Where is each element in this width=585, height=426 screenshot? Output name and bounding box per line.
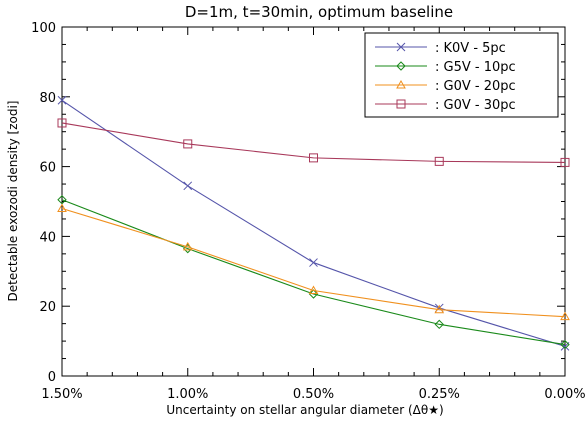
legend-label: : K0V - 5pc bbox=[435, 41, 506, 56]
legend-label: : G0V - 20pc bbox=[435, 79, 516, 94]
data-point-marker bbox=[396, 99, 406, 109]
data-point-marker bbox=[396, 42, 406, 52]
x-tick-labels: 1.50% 1.00% 0.50% 0.25% 0.00% bbox=[41, 387, 585, 402]
legend-item: : G0V - 30pc bbox=[375, 98, 516, 113]
legend-label: : G0V - 30pc bbox=[435, 98, 516, 113]
data-point-marker bbox=[560, 339, 570, 350]
data-point-marker bbox=[560, 311, 570, 321]
x-tick-label: 0.25% bbox=[419, 387, 460, 402]
data-point-marker bbox=[183, 139, 193, 149]
data-point-marker bbox=[57, 95, 67, 105]
data-point-marker bbox=[182, 241, 193, 251]
series-line bbox=[61, 122, 566, 163]
x-tick-label: 1.00% bbox=[167, 387, 208, 402]
legend-label: : G5V - 10pc bbox=[435, 60, 516, 75]
x-axis-title: Uncertainty on stellar angular diameter … bbox=[166, 403, 443, 417]
legend-item: : G5V - 10pc bbox=[375, 60, 516, 75]
y-axis-title: Detectable exozodi density [zodi] bbox=[6, 101, 20, 302]
data-point-marker bbox=[309, 153, 318, 163]
x-tick-label: 0.50% bbox=[293, 387, 334, 402]
data-point-marker bbox=[560, 157, 570, 167]
chart-title: D=1m, t=30min, optimum baseline bbox=[185, 3, 453, 21]
y-tick-label: 0 bbox=[48, 370, 56, 385]
y-tick-label: 40 bbox=[39, 230, 56, 245]
y-tick-labels: 0 20 40 60 80 100 bbox=[31, 21, 56, 385]
series-line bbox=[61, 99, 566, 347]
data-point-marker bbox=[57, 203, 67, 212]
data-point-marker bbox=[434, 319, 444, 330]
series-diamond bbox=[57, 195, 570, 350]
x-tick-label: 0.00% bbox=[544, 387, 585, 402]
legend-item: : K0V - 5pc bbox=[375, 41, 506, 56]
series-square bbox=[57, 118, 570, 167]
data-point-marker bbox=[396, 79, 406, 89]
y-tick-label: 80 bbox=[39, 91, 56, 106]
data-point-marker bbox=[309, 258, 318, 267]
y-tick-label: 60 bbox=[39, 161, 56, 176]
legend: : K0V - 5pc : G5V - 10pc : G0V - 20pc : G0V… bbox=[364, 32, 559, 118]
y-tick-label: 100 bbox=[31, 21, 56, 36]
data-point-marker bbox=[434, 156, 444, 166]
series-triangle bbox=[57, 203, 570, 321]
series-line bbox=[61, 207, 566, 318]
data-point-marker bbox=[308, 289, 319, 299]
data-point-marker bbox=[57, 118, 67, 128]
series-layer bbox=[57, 95, 570, 351]
data-point-marker bbox=[434, 304, 445, 314]
x-tick-label: 1.50% bbox=[41, 387, 82, 402]
data-point-marker bbox=[183, 181, 193, 191]
y-tick-label: 20 bbox=[39, 300, 56, 315]
data-point-marker bbox=[308, 285, 319, 294]
legend-item: : G0V - 20pc bbox=[375, 79, 516, 94]
data-point-marker bbox=[396, 61, 406, 71]
